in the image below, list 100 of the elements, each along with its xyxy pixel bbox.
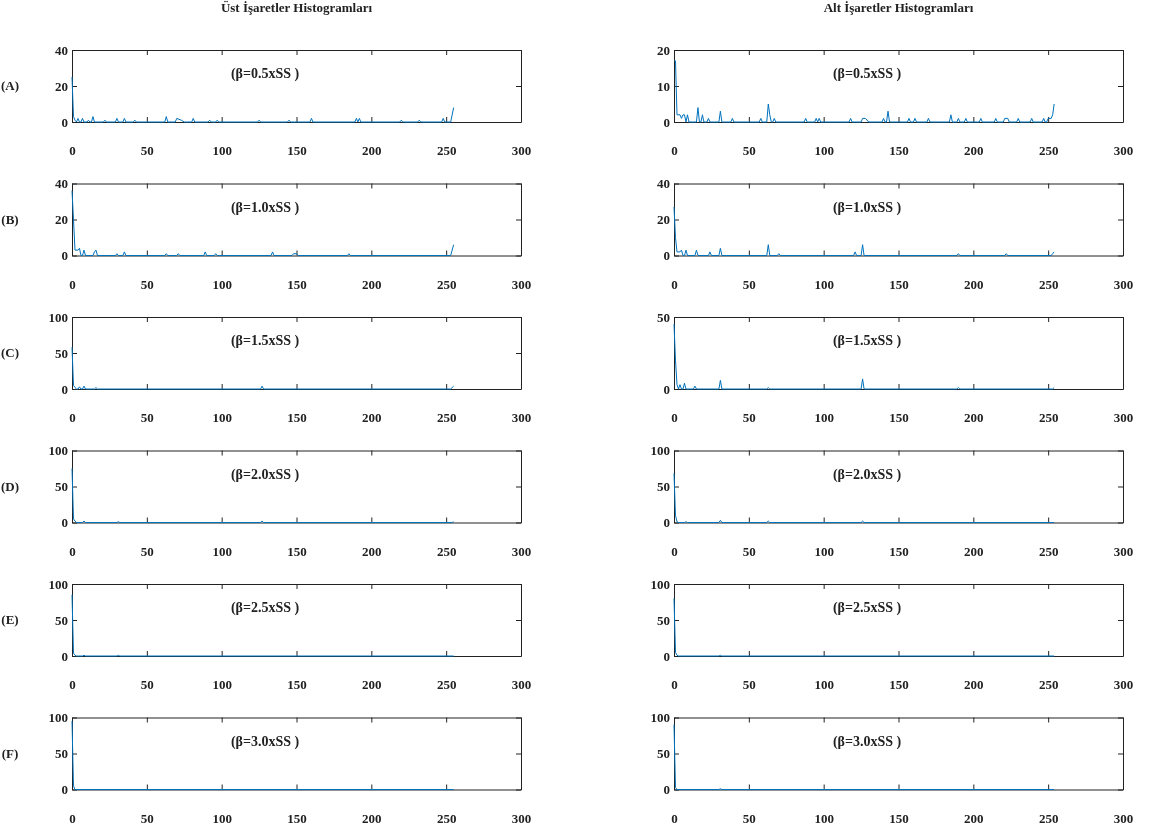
annotation: (β=3.0xSS ) bbox=[832, 733, 902, 750]
chart-title: Üst İşaretler Histogramları bbox=[220, 0, 373, 15]
x-tick-label: 200 bbox=[964, 677, 984, 693]
y-tick-label: 20 bbox=[657, 42, 670, 58]
x-tick-label: 200 bbox=[964, 143, 984, 159]
x-tick-label: 300 bbox=[511, 543, 532, 559]
annotation: (β=2.5xSS ) bbox=[832, 600, 902, 616]
x-tick-label: 300 bbox=[1113, 276, 1134, 292]
x-tick-label: 300 bbox=[511, 810, 532, 826]
y-tick-label: 0 bbox=[61, 114, 68, 130]
x-tick-label: 50 bbox=[742, 677, 756, 693]
y-tick-label: 0 bbox=[663, 381, 670, 397]
x-tick-label: 100 bbox=[814, 410, 834, 426]
x-tick-label: 250 bbox=[1038, 410, 1059, 426]
chart-title: Alt İşaretler Histogramları bbox=[823, 0, 974, 15]
y-tick-label: 100 bbox=[48, 576, 68, 592]
y-tick-label: 50 bbox=[55, 612, 68, 628]
y-tick-label: 100 bbox=[650, 576, 670, 592]
x-tick-label: 200 bbox=[362, 677, 382, 693]
annotation: (β=2.0xSS ) bbox=[230, 466, 300, 483]
line-series bbox=[673, 60, 1055, 123]
y-tick-label: 50 bbox=[55, 479, 68, 495]
x-tick-label: 150 bbox=[287, 677, 307, 693]
line-series bbox=[71, 594, 455, 657]
x-tick-label: 50 bbox=[140, 810, 154, 826]
y-tick-label: 50 bbox=[657, 479, 670, 495]
y-tick-label: 0 bbox=[663, 248, 670, 264]
y-axis-title: (C) bbox=[0, 345, 20, 360]
y-tick-label: 0 bbox=[61, 648, 68, 664]
x-tick-label: 300 bbox=[1113, 410, 1134, 426]
y-axis-title: (D) bbox=[0, 478, 20, 494]
x-tick-label: 300 bbox=[1113, 677, 1134, 693]
y-axis-title: (B) bbox=[1, 211, 19, 227]
x-tick-label: 200 bbox=[362, 410, 382, 426]
annotation: (β=1.5xSS ) bbox=[832, 333, 902, 349]
x-tick-label: 250 bbox=[436, 810, 457, 826]
x-tick-label: 200 bbox=[964, 410, 984, 426]
x-tick-label: 100 bbox=[814, 810, 834, 826]
x-tick-label: 150 bbox=[889, 543, 909, 559]
x-tick-label: 200 bbox=[362, 543, 382, 559]
x-tick-label: 150 bbox=[889, 410, 909, 426]
x-tick-label: 250 bbox=[1038, 543, 1059, 559]
line-series bbox=[673, 724, 1055, 790]
x-tick-label: 100 bbox=[814, 677, 834, 693]
y-tick-label: 0 bbox=[663, 114, 670, 130]
line-series bbox=[673, 323, 1055, 390]
annotation: (β=2.5xSS ) bbox=[230, 600, 300, 616]
x-tick-label: 250 bbox=[436, 677, 457, 693]
y-tick-label: 50 bbox=[657, 612, 670, 628]
x-tick-label: 200 bbox=[362, 810, 382, 826]
y-tick-label: 0 bbox=[61, 381, 68, 397]
y-tick-label: 50 bbox=[55, 746, 68, 762]
x-tick-label: 150 bbox=[889, 143, 909, 159]
y-tick-label: 20 bbox=[657, 212, 670, 228]
x-tick-label: 300 bbox=[511, 143, 532, 159]
x-tick-label: 50 bbox=[742, 410, 756, 426]
x-tick-label: 150 bbox=[287, 276, 307, 292]
y-tick-label: 50 bbox=[657, 746, 670, 762]
line-series bbox=[71, 346, 455, 390]
x-tick-label: 100 bbox=[814, 276, 834, 292]
x-tick-label: 150 bbox=[287, 143, 307, 159]
annotation: (β=1.0xSS ) bbox=[832, 199, 902, 216]
y-tick-label: 40 bbox=[55, 176, 68, 192]
y-axis-title: (F) bbox=[1, 745, 19, 761]
x-tick-label: 250 bbox=[1038, 677, 1059, 693]
x-tick-label: 300 bbox=[1113, 543, 1134, 559]
y-tick-label: 50 bbox=[657, 309, 670, 325]
x-tick-label: 250 bbox=[1038, 276, 1059, 292]
x-tick-label: 100 bbox=[814, 143, 834, 159]
x-tick-label: 100 bbox=[212, 810, 232, 826]
y-tick-label: 10 bbox=[657, 78, 670, 94]
x-tick-label: 50 bbox=[140, 276, 154, 292]
x-tick-label: 150 bbox=[889, 677, 909, 693]
y-tick-label: 0 bbox=[663, 648, 670, 664]
x-tick-label: 150 bbox=[287, 810, 307, 826]
x-tick-label: 50 bbox=[742, 276, 756, 292]
x-tick-label: 200 bbox=[964, 543, 984, 559]
x-tick-label: 250 bbox=[1038, 810, 1059, 826]
x-tick-label: 250 bbox=[436, 410, 457, 426]
y-tick-label: 40 bbox=[657, 176, 670, 192]
y-tick-label: 100 bbox=[48, 710, 68, 726]
annotation: (β=3.0xSS ) bbox=[230, 733, 300, 750]
y-tick-label: 20 bbox=[55, 78, 68, 94]
x-tick-label: 250 bbox=[436, 543, 457, 559]
y-axis-title: (E) bbox=[1, 612, 19, 627]
y-tick-label: 0 bbox=[61, 515, 68, 531]
x-tick-label: 250 bbox=[436, 276, 457, 292]
y-tick-label: 50 bbox=[55, 345, 68, 361]
y-tick-label: 20 bbox=[55, 212, 68, 228]
x-tick-label: 100 bbox=[212, 143, 232, 159]
y-tick-label: 100 bbox=[48, 309, 68, 325]
annotation: (β=0.5xSS ) bbox=[230, 66, 300, 82]
y-axis-title: (A) bbox=[0, 78, 20, 93]
x-tick-label: 150 bbox=[287, 543, 307, 559]
annotation: (β=1.5xSS ) bbox=[230, 333, 300, 349]
x-tick-label: 250 bbox=[436, 143, 457, 159]
x-tick-label: 150 bbox=[889, 810, 909, 826]
x-tick-label: 200 bbox=[362, 276, 382, 292]
x-tick-label: 50 bbox=[140, 410, 154, 426]
y-tick-label: 100 bbox=[48, 443, 68, 459]
